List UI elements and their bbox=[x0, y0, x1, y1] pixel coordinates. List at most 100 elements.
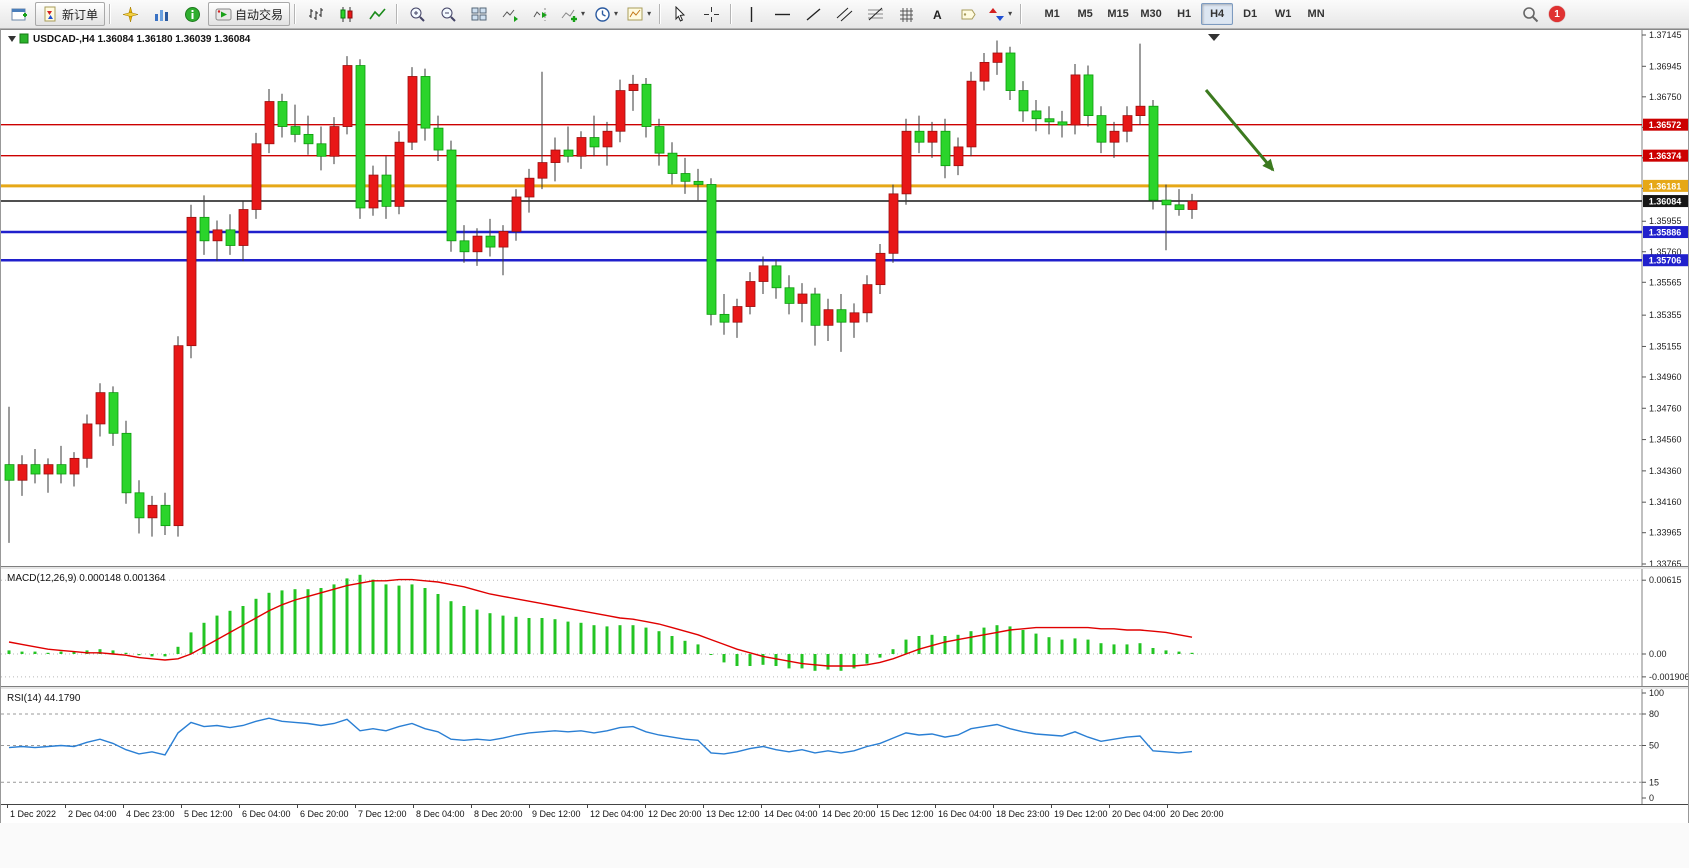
channel-tool-button[interactable] bbox=[829, 2, 859, 26]
candle-body bbox=[264, 101, 275, 145]
shapes-tool-button[interactable] bbox=[891, 2, 921, 26]
periods-caret-icon[interactable]: ▾ bbox=[614, 9, 619, 18]
text-tool-button[interactable]: A bbox=[922, 2, 952, 26]
time-label: 9 Dec 12:00 bbox=[532, 809, 581, 819]
macd-histogram-bar bbox=[722, 654, 726, 663]
time-label: 18 Dec 23:00 bbox=[996, 809, 1050, 819]
timeframe-h1-button[interactable]: H1 bbox=[1177, 8, 1192, 20]
candlestick-mode-button[interactable] bbox=[331, 2, 361, 26]
auto-scroll-button[interactable] bbox=[495, 2, 525, 26]
fibonacci-tool-button[interactable] bbox=[860, 2, 890, 26]
time-label: 12 Dec 20:00 bbox=[648, 809, 702, 819]
templates-caret-icon[interactable]: ▾ bbox=[647, 9, 652, 18]
horizontal-line-tool-button[interactable] bbox=[767, 2, 797, 26]
crosshair-button[interactable] bbox=[696, 2, 726, 26]
time-label: 5 Dec 12:00 bbox=[184, 809, 233, 819]
candle-body bbox=[160, 504, 171, 527]
zoom-out-button[interactable] bbox=[433, 2, 463, 26]
trendline-tool-button[interactable] bbox=[798, 2, 828, 26]
rsi-plot: 100 80 50 15 0 bbox=[1, 689, 1664, 804]
candle-body bbox=[225, 229, 236, 246]
macd-histogram-bar bbox=[514, 616, 518, 654]
arrows-caret-icon[interactable]: ▾ bbox=[1008, 9, 1013, 18]
macd-histogram-bar bbox=[449, 601, 453, 654]
timeframe-m1-button[interactable]: M1 bbox=[1044, 8, 1060, 20]
macd-histogram-bar bbox=[969, 631, 973, 654]
templates-icon bbox=[627, 7, 643, 20]
pane-splitter[interactable] bbox=[1, 566, 1688, 569]
autotrading-button[interactable]: 自动交易 bbox=[208, 2, 291, 26]
bar-chart-mode-button[interactable] bbox=[300, 2, 330, 26]
candle-body bbox=[394, 141, 405, 207]
candle-body bbox=[901, 130, 912, 195]
cursor-arrow-icon bbox=[675, 5, 685, 22]
price-tick-label: 1.34560 bbox=[1649, 435, 1682, 445]
timeframe-m30-button[interactable]: M30 bbox=[1140, 8, 1162, 20]
price-tick-label: 1.34960 bbox=[1649, 372, 1682, 382]
candle-body bbox=[654, 126, 665, 154]
candle-body bbox=[537, 162, 548, 179]
notification-badge[interactable]: 1 bbox=[1549, 6, 1565, 22]
candle-body bbox=[251, 143, 262, 210]
timeframe-m15-button[interactable]: M15 bbox=[1107, 8, 1129, 20]
chart-shift-button[interactable] bbox=[526, 2, 556, 26]
timeframe-w1-button[interactable]: W1 bbox=[1274, 8, 1292, 20]
text-label-tool-button[interactable] bbox=[953, 2, 983, 26]
shapes-grid-icon bbox=[899, 7, 913, 22]
vertical-line-tool-button[interactable] bbox=[736, 2, 766, 26]
time-tick bbox=[413, 805, 414, 808]
macd-histogram-bar bbox=[1008, 626, 1012, 654]
navigator-compass-icon bbox=[121, 5, 139, 23]
new-chart-button[interactable] bbox=[4, 2, 34, 26]
zoom-in-button[interactable] bbox=[402, 2, 432, 26]
cursor-button[interactable] bbox=[665, 2, 695, 26]
candle-body bbox=[550, 149, 561, 163]
new-order-button[interactable]: 新订单 bbox=[35, 2, 106, 26]
macd-pane[interactable]: 0.00615 0.00 -0.001906 MACD(12,26,9) 0.000… bbox=[1, 569, 1688, 686]
macd-scale-label: 0.00 bbox=[1649, 649, 1667, 659]
macd-histogram-bar bbox=[215, 615, 219, 654]
macd-histogram-bar bbox=[1112, 644, 1116, 654]
pane-splitter[interactable] bbox=[1, 686, 1688, 689]
data-window-button[interactable] bbox=[177, 2, 207, 26]
candle-body bbox=[719, 313, 730, 323]
indicators-caret-icon[interactable]: ▾ bbox=[581, 9, 586, 18]
arrows-tool-button[interactable]: ▾ bbox=[984, 2, 1016, 26]
candle-body bbox=[43, 464, 54, 475]
rsi-pane[interactable]: 100 80 50 15 0 RSI(14) 44.1790 bbox=[1, 689, 1688, 804]
navigator-button[interactable] bbox=[115, 2, 145, 26]
timeframe-toolbar: M1 M5 M15 M30 H1 H4 D1 W1 MN bbox=[1036, 3, 1332, 25]
indicators-button[interactable]: ▾ bbox=[557, 2, 589, 26]
candle-body bbox=[472, 235, 483, 253]
time-label: 16 Dec 04:00 bbox=[938, 809, 992, 819]
main-chart-pane[interactable]: 1.371451.369451.367501.365551.363601.361… bbox=[1, 30, 1688, 566]
candle-body bbox=[940, 130, 951, 167]
candle-body bbox=[277, 101, 288, 127]
time-label: 19 Dec 12:00 bbox=[1054, 809, 1108, 819]
candle-body bbox=[95, 392, 106, 425]
line-chart-mode-button[interactable] bbox=[362, 2, 392, 26]
tile-windows-button[interactable] bbox=[464, 2, 494, 26]
time-tick bbox=[471, 805, 472, 808]
timeframe-m5-button[interactable]: M5 bbox=[1077, 8, 1093, 20]
market-watch-button[interactable] bbox=[146, 2, 176, 26]
trend-arrow[interactable] bbox=[1204, 89, 1275, 171]
chart-shift-marker[interactable] bbox=[1208, 34, 1220, 41]
timeframe-h4-button[interactable]: H4 bbox=[1201, 3, 1234, 25]
time-label: 2 Dec 04:00 bbox=[68, 809, 117, 819]
candle-body bbox=[628, 83, 639, 91]
timeframe-mn-button[interactable]: MN bbox=[1307, 8, 1325, 20]
periods-button[interactable]: ▾ bbox=[590, 2, 622, 26]
time-axis[interactable]: 1 Dec 2022 2 Dec 04:00 4 Dec 23:00 5 Dec 12… bbox=[1, 804, 1688, 823]
price-tick-label: 1.34760 bbox=[1649, 403, 1682, 413]
chart-menu-icon[interactable] bbox=[8, 36, 16, 42]
templates-button[interactable]: ▾ bbox=[623, 2, 655, 26]
indicators-icon bbox=[561, 9, 578, 22]
candle-body bbox=[290, 126, 301, 135]
search-icon[interactable] bbox=[1522, 6, 1539, 23]
macd-histogram-bar bbox=[332, 584, 336, 654]
macd-histogram-bar bbox=[72, 651, 76, 654]
macd-histogram-bar bbox=[150, 654, 154, 657]
timeframe-d1-button[interactable]: D1 bbox=[1243, 8, 1258, 20]
macd-histogram-bar bbox=[7, 650, 11, 654]
